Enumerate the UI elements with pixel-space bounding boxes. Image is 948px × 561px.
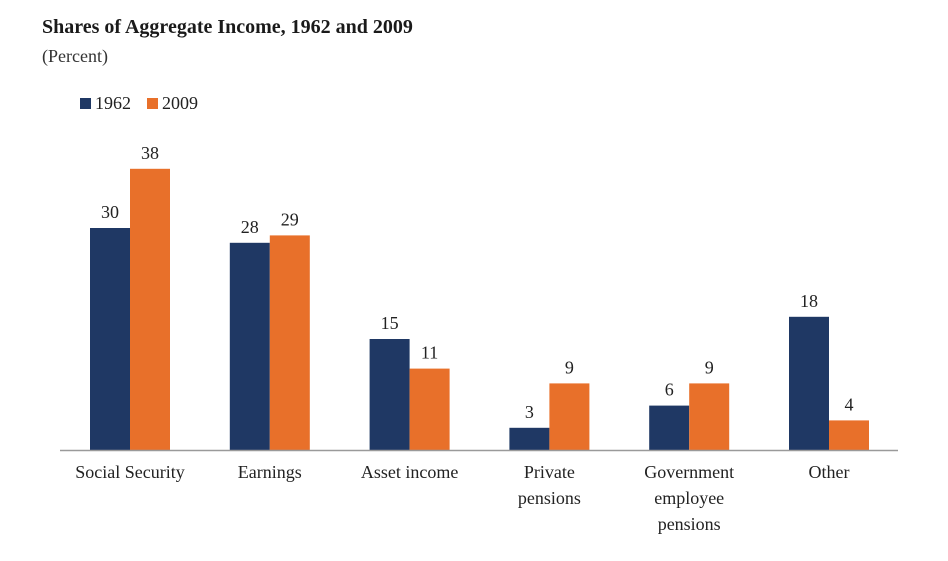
legend-item-2009: 2009 <box>147 93 198 114</box>
chart-subtitle: (Percent) <box>42 46 108 66</box>
chart-legend: 1962 2009 <box>80 93 214 114</box>
category-label-0: Social Security <box>75 462 184 482</box>
bar-2009-0 <box>130 168 170 451</box>
bar-2009-2 <box>409 368 450 450</box>
data-label-1962-5: 18 <box>800 291 818 311</box>
data-label-2009-3: 9 <box>565 357 574 377</box>
category-label-3: Private pensions <box>518 462 581 508</box>
data-label-2009-0: 38 <box>141 143 159 163</box>
category-label-2: Asset income <box>361 462 458 482</box>
data-label-1962-2: 15 <box>381 313 399 333</box>
bar-1962-3 <box>509 427 550 450</box>
bar-2009-4 <box>689 383 730 450</box>
legend-item-1962: 1962 <box>80 93 131 114</box>
legend-label-1962: 1962 <box>95 93 131 113</box>
data-label-1962-1: 28 <box>241 217 259 237</box>
bar-1962-5 <box>789 316 829 450</box>
data-label-2009-1: 29 <box>281 209 299 229</box>
category-label-5: Other <box>809 462 850 482</box>
data-label-1962-4: 6 <box>665 380 674 400</box>
bar-1962-1 <box>229 242 270 450</box>
legend-swatch-1962 <box>80 98 91 109</box>
chart-title: Shares of Aggregate Income, 1962 and 200… <box>42 16 413 38</box>
category-label-1: Earnings <box>238 462 302 482</box>
data-label-2009-5: 4 <box>845 394 854 414</box>
legend-label-2009: 2009 <box>162 93 198 113</box>
data-label-1962-3: 3 <box>525 402 534 422</box>
data-label-2009-2: 11 <box>421 343 438 363</box>
legend-swatch-2009 <box>147 98 158 109</box>
bar-2009-1 <box>269 235 310 450</box>
category-label-4: Government employee pensions <box>644 462 734 534</box>
bar-2009-5 <box>829 420 869 450</box>
data-label-2009-4: 9 <box>705 357 714 377</box>
bar-1962-2 <box>369 339 410 450</box>
bar-1962-0 <box>90 228 130 450</box>
bar-2009-3 <box>549 383 590 450</box>
bar-1962-4 <box>649 405 690 450</box>
data-label-1962-0: 30 <box>101 202 119 222</box>
